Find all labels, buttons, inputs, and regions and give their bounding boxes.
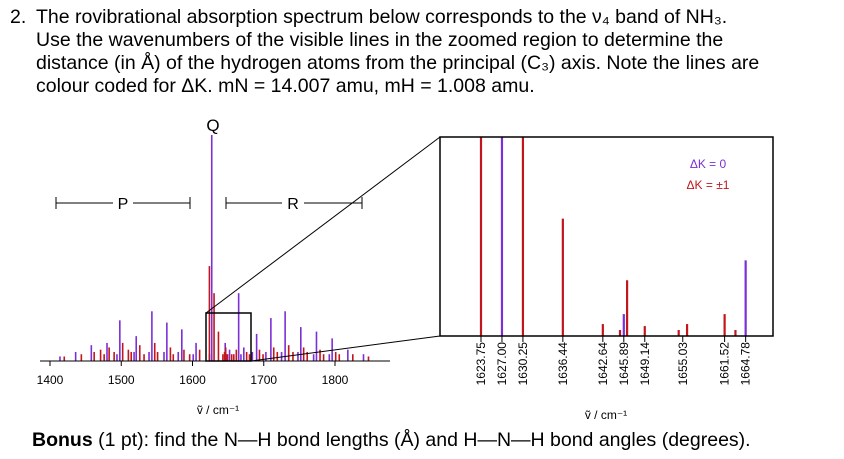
overview-tick-label-2: 1600 — [179, 373, 206, 387]
legend-dk0: ΔK = 0 — [690, 157, 727, 171]
branch-r-marker: R — [225, 193, 363, 213]
zoom-plot-frame — [439, 136, 774, 337]
question-line-3: distance (in Å) of the hydrogen atoms fr… — [36, 52, 760, 74]
zoom-tick-label-6: 1649.14 — [638, 342, 652, 386]
zoom-tick-label-4: 1642.64 — [596, 342, 610, 386]
zoom-tick-label-2: 1630.25 — [516, 342, 530, 386]
question-text: 2. The rovibrational absorption spectrum … — [10, 6, 835, 98]
question-line-2: Use the wavenumbers of the visible lines… — [36, 29, 724, 51]
bonus-label: Bonus — [32, 429, 93, 451]
overview-tick-label-3: 1700 — [250, 373, 277, 387]
branch-q-label: Q — [206, 116, 219, 135]
overview-tick-label-0: 1400 — [37, 373, 64, 387]
zoom-lines — [479, 137, 747, 336]
zoom-legend: ΔK = 0 ΔK = ±1 — [687, 157, 730, 192]
zoom-tick-label-7: 1655.03 — [676, 342, 690, 386]
question-number: 2. — [10, 6, 27, 28]
overview-x-ticks: 1400 1500 1600 1700 1800 — [37, 361, 349, 387]
bonus-question: Bonus (1 pt): find the N—H bond lengths … — [32, 428, 751, 452]
zoom-tick-label-9: 1664.78 — [739, 342, 753, 386]
zoom-tick-label-1: 1627.00 — [495, 342, 509, 386]
branch-p-label: P — [118, 196, 129, 213]
question-line-4: colour coded for ΔK. mN = 14.007 amu, mH… — [36, 75, 535, 97]
zoom-box — [205, 312, 252, 362]
zoom-tick-label-3: 1636.44 — [556, 342, 570, 386]
zoom-tick-label-0: 1623.75 — [474, 342, 488, 386]
zoom-x-ticks: 1623.75 1627.00 1630.25 1636.44 1642.64 1645.… — [474, 336, 753, 385]
zoom-connector-bottom — [250, 335, 441, 362]
overview-tick-label-4: 1800 — [322, 373, 349, 387]
overview-tick-label-1: 1500 — [108, 373, 135, 387]
bonus-text: (1 pt): find the N—H bond lengths (Å) an… — [92, 429, 751, 451]
overview-x-label: ṽ / cm⁻¹ — [197, 403, 239, 417]
zoom-x-label: ṽ / cm⁻¹ — [585, 408, 627, 422]
zoom-tick-label-8: 1661.52 — [718, 342, 732, 386]
overview-spectrum: 1400 1500 1600 1700 1800 ṽ / cm⁻¹ P R Q — [37, 116, 441, 417]
zoomed-spectrum: 1623.75 1627.00 1630.25 1636.44 1642.64 1645.… — [439, 136, 774, 422]
branch-r-label: R — [287, 196, 299, 213]
zoom-tick-label-5: 1645.89 — [617, 342, 631, 386]
legend-dk1: ΔK = ±1 — [687, 178, 730, 192]
branch-p-marker: P — [55, 193, 191, 213]
question-line-1: 2. The rovibrational absorption spectrum … — [10, 6, 728, 28]
overview-lines — [59, 135, 370, 361]
zoom-connector-top — [205, 136, 441, 314]
